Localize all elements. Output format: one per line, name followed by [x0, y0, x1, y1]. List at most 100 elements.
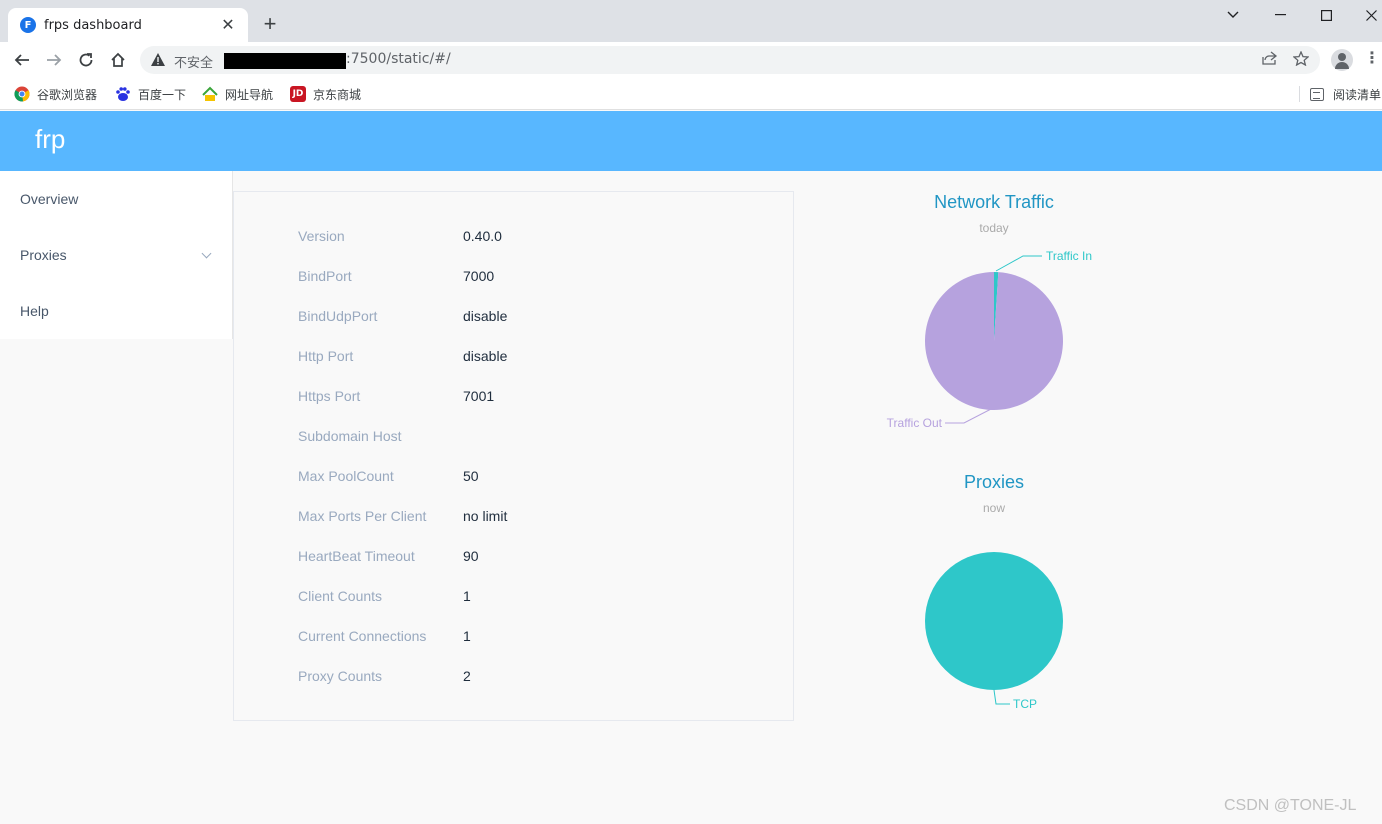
- info-label: Current Connections: [298, 628, 427, 644]
- server-info-card: Version 0.40.0 BindPort 7000 BindUdpPort…: [233, 191, 794, 721]
- pie-slice-traffic-in[interactable]: [994, 272, 999, 341]
- insecure-label[interactable]: 不安全: [174, 56, 214, 71]
- bookmarks-bar: 谷歌浏览器 百度一下 网址导航 JD 京东商城 阅读清单: [0, 78, 1382, 110]
- bookmark-label: 京东商城: [313, 87, 362, 102]
- reload-icon[interactable]: [74, 48, 98, 72]
- sidebar-item-label: Help: [20, 303, 49, 319]
- info-row-https-port: Https Port 7001: [298, 388, 778, 408]
- info-label: Http Port: [298, 348, 354, 364]
- traffic-in-label: Traffic In: [1046, 249, 1092, 263]
- sidebar-divider: [232, 171, 233, 339]
- traffic-in-label-line: [995, 255, 1042, 272]
- info-row-http-port: Http Port disable: [298, 348, 778, 368]
- home-icon[interactable]: [106, 48, 130, 72]
- brand-logo[interactable]: frp: [35, 124, 66, 154]
- address-bar[interactable]: 不安全 :7500/static/#/: [140, 46, 1320, 74]
- profile-avatar-icon[interactable]: [1331, 49, 1353, 71]
- bookmark-jd[interactable]: JD 京东商城: [290, 84, 361, 104]
- bookmark-label: 谷歌浏览器: [37, 87, 98, 102]
- close-window-icon[interactable]: [1348, 4, 1382, 26]
- proxies-chart-title: Proxies: [963, 472, 1025, 492]
- frp-favicon-icon: F: [20, 17, 36, 33]
- sidebar-item-help[interactable]: Help: [0, 283, 232, 339]
- proxies-pie-chart: TCP: [925, 552, 1063, 711]
- reading-list-button[interactable]: 阅读清单: [1310, 84, 1381, 104]
- info-row-client-counts: Client Counts 1: [298, 588, 778, 608]
- pie-slice-traffic-out[interactable]: [925, 272, 1063, 410]
- info-row-max-ports-per-client: Max Ports Per Client no limit: [298, 508, 778, 528]
- proxies-chart-subtitle: now: [982, 501, 1005, 515]
- info-row-subdomain-host: Subdomain Host: [298, 428, 778, 448]
- info-label: Version: [298, 228, 345, 244]
- sidebar-item-label: Proxies: [20, 247, 67, 263]
- bookmark-hao123[interactable]: 网址导航: [202, 84, 273, 104]
- info-row-heartbeat-timeout: HeartBeat Timeout 90: [298, 548, 778, 568]
- tcp-label: TCP: [1013, 697, 1037, 711]
- share-icon[interactable]: [1260, 51, 1280, 69]
- info-value: no limit: [463, 508, 508, 524]
- browser-tab[interactable]: F frps dashboard ✕: [8, 8, 248, 42]
- info-label: Subdomain Host: [298, 428, 402, 444]
- browser-toolbar: 不安全 :7500/static/#/ ⋮: [0, 42, 1382, 78]
- tcp-label-line: [993, 689, 1010, 705]
- url-text[interactable]: :7500/static/#/: [346, 51, 451, 67]
- info-label: Client Counts: [298, 588, 383, 604]
- info-label: HeartBeat Timeout: [298, 548, 415, 564]
- info-row-current-connections: Current Connections 1: [298, 628, 778, 648]
- traffic-pie-chart: Traffic In Traffic Out: [887, 249, 1092, 430]
- sidebar-item-proxies[interactable]: Proxies: [0, 227, 232, 283]
- info-value: 0.40.0: [463, 228, 502, 244]
- info-row-version: Version 0.40.0: [298, 228, 778, 248]
- more-menu-icon[interactable]: ⋮: [1364, 50, 1380, 67]
- info-value: 7001: [463, 388, 495, 404]
- info-label: Proxy Counts: [298, 668, 383, 684]
- maximize-icon[interactable]: [1303, 4, 1349, 26]
- info-label: Max PoolCount: [298, 468, 394, 484]
- info-label: Https Port: [298, 388, 361, 404]
- chevron-down-icon: [201, 248, 212, 259]
- tab-search-icon[interactable]: [1210, 4, 1256, 26]
- info-value: 1: [463, 628, 471, 644]
- reading-list-icon: [1310, 87, 1324, 101]
- traffic-chart-subtitle: today: [979, 221, 1009, 235]
- watermark: CSDN @TONE-JL: [1224, 797, 1357, 814]
- minimize-icon[interactable]: [1257, 4, 1303, 26]
- bookmark-baidu[interactable]: 百度一下: [115, 84, 186, 104]
- info-row-max-poolcount: Max PoolCount 50: [298, 468, 778, 488]
- bookmark-label: 百度一下: [138, 87, 187, 102]
- baidu-icon: [115, 86, 131, 102]
- info-value: disable: [463, 348, 508, 364]
- browser-tab-bar: F frps dashboard ✕ +: [0, 0, 1382, 42]
- redacted-host: [224, 53, 346, 69]
- hao123-icon: [202, 86, 218, 102]
- pie-slice-tcp[interactable]: [925, 552, 1063, 690]
- info-label: BindPort: [298, 268, 352, 284]
- bookmark-divider: [1299, 86, 1300, 102]
- sidebar-menu: Overview Proxies Help: [0, 171, 232, 339]
- sidebar-item-label: Overview: [20, 191, 79, 207]
- chrome-icon: [14, 86, 30, 102]
- info-value: 1: [463, 588, 471, 604]
- forward-arrow-icon[interactable]: [42, 48, 66, 72]
- traffic-out-label: Traffic Out: [887, 416, 943, 430]
- reading-list-label: 阅读清单: [1333, 87, 1382, 102]
- app-header: frp: [0, 111, 1382, 171]
- tab-title: frps dashboard: [44, 17, 142, 33]
- sidebar-item-overview[interactable]: Overview: [0, 171, 232, 227]
- info-value: 7000: [463, 268, 495, 284]
- bookmark-chrome[interactable]: 谷歌浏览器: [14, 84, 97, 104]
- close-tab-icon[interactable]: ✕: [221, 17, 235, 34]
- new-tab-button[interactable]: +: [263, 11, 277, 36]
- info-value: 2: [463, 668, 471, 684]
- jd-icon: JD: [290, 86, 306, 102]
- back-arrow-icon[interactable]: [10, 48, 34, 72]
- warning-icon[interactable]: [150, 52, 166, 72]
- traffic-chart-title: Network Traffic: [934, 192, 1054, 212]
- info-row-bindport: BindPort 7000: [298, 268, 778, 288]
- info-row-proxy-counts: Proxy Counts 2: [298, 668, 778, 688]
- traffic-out-label-line: [945, 407, 994, 424]
- info-value: 90: [463, 548, 479, 564]
- star-icon[interactable]: [1291, 50, 1311, 69]
- info-label: BindUdpPort: [298, 308, 378, 324]
- bookmark-label: 网址导航: [225, 87, 274, 102]
